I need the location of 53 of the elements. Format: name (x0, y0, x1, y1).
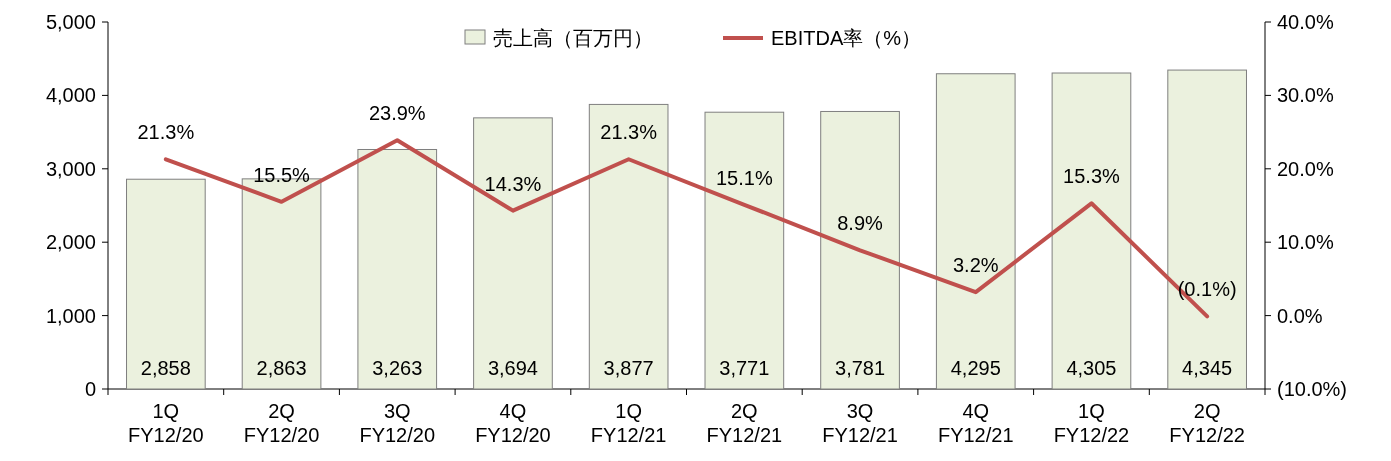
x-tick-label: 4Q FY12/21 (937, 400, 1014, 446)
data-label: 8.9% (837, 212, 884, 235)
x-tick-label: 1Q FY12/20 (128, 400, 204, 446)
x-tick-label: 3Q FY12/20 (359, 400, 436, 446)
y-tick-label: 0 (84, 378, 96, 400)
x-tick-label: 3Q FY12/21 (822, 400, 898, 446)
bar (473, 117, 553, 390)
y-tick-label: 5,000 (45, 11, 96, 33)
y-tick-label: 1,000 (45, 304, 96, 327)
x-tick-label: 1Q FY12/22 (1053, 400, 1130, 446)
y2-tick-label: (10.0%) (1277, 378, 1348, 400)
y2-tick-label: 20.0% (1277, 157, 1334, 180)
x-tick-label: 2Q FY12/20 (243, 400, 320, 446)
y-tick-label: 3,000 (45, 157, 96, 180)
data-label: 4,345 (1182, 357, 1233, 379)
data-label: 15.5% (253, 163, 311, 186)
bar (820, 110, 900, 390)
data-label: 3,781 (835, 357, 886, 379)
data-label: 4,295 (950, 357, 1001, 379)
data-label: 15.1% (715, 166, 773, 189)
x-tick-label: 2Q FY12/22 (1169, 400, 1245, 446)
bar (588, 103, 669, 390)
data-label: 2,858 (140, 357, 191, 379)
data-label: 3.2% (952, 254, 999, 277)
y2-tick-label: 0.0% (1277, 304, 1323, 327)
x-tick-label: 1Q FY12/21 (590, 400, 667, 446)
bar (704, 111, 785, 390)
bar (935, 73, 1016, 390)
legend-label: EBITDA率（%） (771, 27, 922, 49)
bar (357, 149, 438, 390)
data-label: (0.1%) (1177, 278, 1237, 301)
bar (1051, 72, 1132, 390)
data-label: 21.3% (137, 121, 195, 144)
data-label: 3,694 (487, 357, 538, 379)
data-label: 3,771 (719, 357, 770, 379)
data-label: 14.3% (484, 172, 542, 195)
data-label: 21.3% (600, 121, 658, 144)
y-tick-label: 4,000 (45, 84, 96, 107)
data-label: 23.9% (368, 102, 426, 125)
bar (126, 178, 206, 390)
x-tick-label: 2Q FY12/21 (706, 400, 783, 446)
bar (1167, 69, 1247, 390)
y2-tick-label: 30.0% (1277, 84, 1334, 107)
data-label: 3,877 (603, 357, 654, 379)
y2-tick-label: 10.0% (1277, 231, 1334, 254)
y2-tick-label: 40.0% (1277, 11, 1334, 33)
legend-label: 売上高（百万円） (493, 27, 653, 49)
data-label: 15.3% (1063, 165, 1121, 188)
x-tick-label: 4Q FY12/20 (475, 400, 551, 446)
data-label: 3,263 (372, 357, 423, 379)
data-label: 2,863 (256, 357, 307, 379)
data-label: 4,305 (1066, 357, 1117, 379)
y-tick-label: 2,000 (45, 231, 96, 254)
